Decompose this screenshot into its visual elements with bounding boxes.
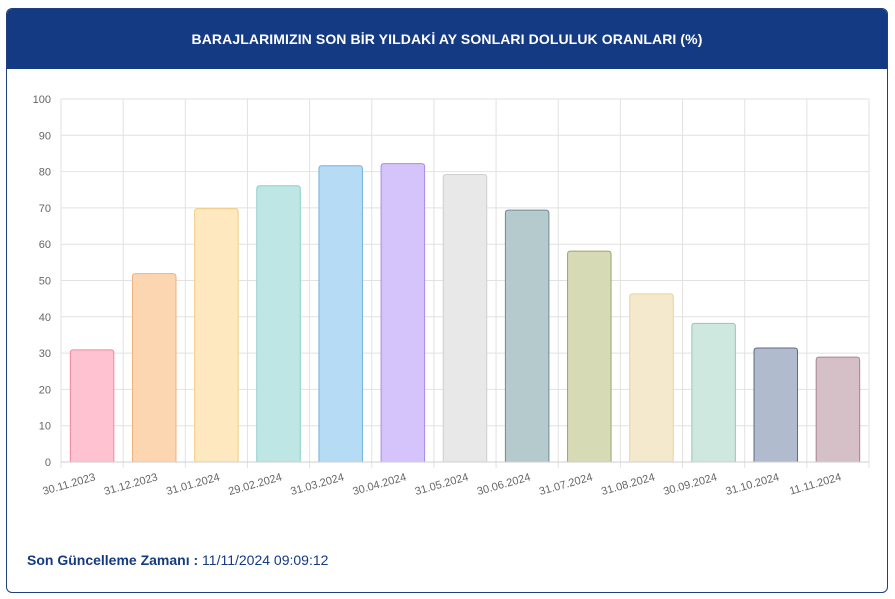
chart-title: BARAJLARIMIZIN SON BİR YILDAKİ AY SONLAR… [191,31,703,47]
last-update-value: 11/11/2024 09:09:12 [202,552,329,568]
bar-31.07.2024 [567,250,612,463]
bar-11.11.2024 [815,356,861,463]
x-tick-label: 30.11.2023 [41,471,96,497]
x-tick-label: 30.06.2024 [476,471,532,498]
x-tick-label: 31.03.2024 [289,471,345,498]
chart-header: BARAJLARIMIZIN SON BİR YILDAKİ AY SONLAR… [7,9,887,69]
y-tick-label: 50 [39,276,51,288]
y-tick-label: 70 [39,203,51,215]
y-tick-label: 90 [39,130,51,142]
x-tick-label: 31.01.2024 [165,471,221,498]
last-update: Son Güncelleme Zamanı : 11/11/2024 09:09… [27,552,328,568]
bar-29.02.2024 [256,185,301,463]
x-tick-label: 31.07.2024 [538,471,594,498]
bar-31.01.2024 [194,208,239,463]
bar-31.05.2024 [442,174,488,463]
x-tick-label: 31.12.2023 [103,471,159,498]
bar-31.12.2023 [131,273,177,463]
chart-area: 0 10 20 30 40 50 60 70 80 90 100 30.11.2023 31.12.20… [7,69,887,519]
bar-chart: 0 10 20 30 40 50 60 70 80 90 100 30.11.2023 31.12.20… [33,94,870,498]
x-tick-label: 30.04.2024 [351,471,407,498]
bar-31.10.2024 [753,347,799,463]
y-tick-label: 60 [39,239,51,251]
x-tick-label: 29.02.2024 [227,471,283,498]
bar-30.04.2024 [380,163,426,463]
y-tick-label: 40 [39,312,51,324]
bar-31.08.2024 [629,293,674,463]
bar-30.11.2023 [69,349,115,463]
y-tick-label: 10 [39,421,51,433]
bar-31.03.2024 [318,165,363,463]
y-tick-label: 80 [39,167,51,179]
last-update-label: Son Güncelleme Zamanı : [27,552,199,568]
x-tick-label: 31.08.2024 [600,471,656,498]
chart-card: BARAJLARIMIZIN SON BİR YILDAKİ AY SONLAR… [6,8,888,593]
x-tick-label: 31.10.2024 [724,471,780,498]
bar-30.06.2024 [504,209,550,463]
y-tick-label: 100 [33,94,51,106]
x-tick-label: 30.09.2024 [662,471,718,498]
y-tick-label: 0 [45,457,51,469]
bar-30.09.2024 [691,322,736,463]
y-tick-label: 30 [39,348,51,360]
y-tick-label: 20 [39,384,51,396]
x-tick-label: 31.05.2024 [414,471,470,498]
x-tick-label: 11.11.2024 [788,471,843,497]
